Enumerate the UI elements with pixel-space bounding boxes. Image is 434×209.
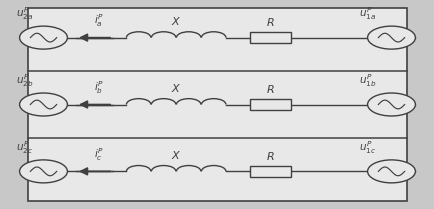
Text: $u^{P}_{1c}$: $u^{P}_{1c}$ [358,139,375,156]
Circle shape [367,160,414,183]
Text: $u^{P}_{1b}$: $u^{P}_{1b}$ [358,72,375,89]
Circle shape [20,93,67,116]
Bar [250,166,291,177]
Circle shape [20,160,67,183]
Circle shape [367,26,414,49]
Text: $u^{P}_{2c}$: $u^{P}_{2c}$ [16,139,33,156]
Text: $i^{P}_{b}$: $i^{P}_{b}$ [94,79,104,96]
Text: $i^{P}_{c}$: $i^{P}_{c}$ [94,146,104,163]
Text: $u^{P}_{2b}$: $u^{P}_{2b}$ [16,72,33,89]
Text: $i^{P}_{a}$: $i^{P}_{a}$ [94,13,104,29]
Text: $u^{P}_{1a}$: $u^{P}_{1a}$ [358,5,375,22]
Circle shape [20,26,67,49]
Text: $X$: $X$ [171,149,181,161]
Text: $X$: $X$ [171,82,181,94]
Text: $u^{P}_{2a}$: $u^{P}_{2a}$ [16,5,33,22]
Bar [250,99,291,110]
Bar [28,8,406,201]
Bar [250,32,291,43]
Text: $R$: $R$ [266,16,274,28]
Circle shape [367,93,414,116]
Text: $R$: $R$ [266,83,274,95]
Text: $X$: $X$ [171,15,181,27]
Text: $R$: $R$ [266,150,274,162]
